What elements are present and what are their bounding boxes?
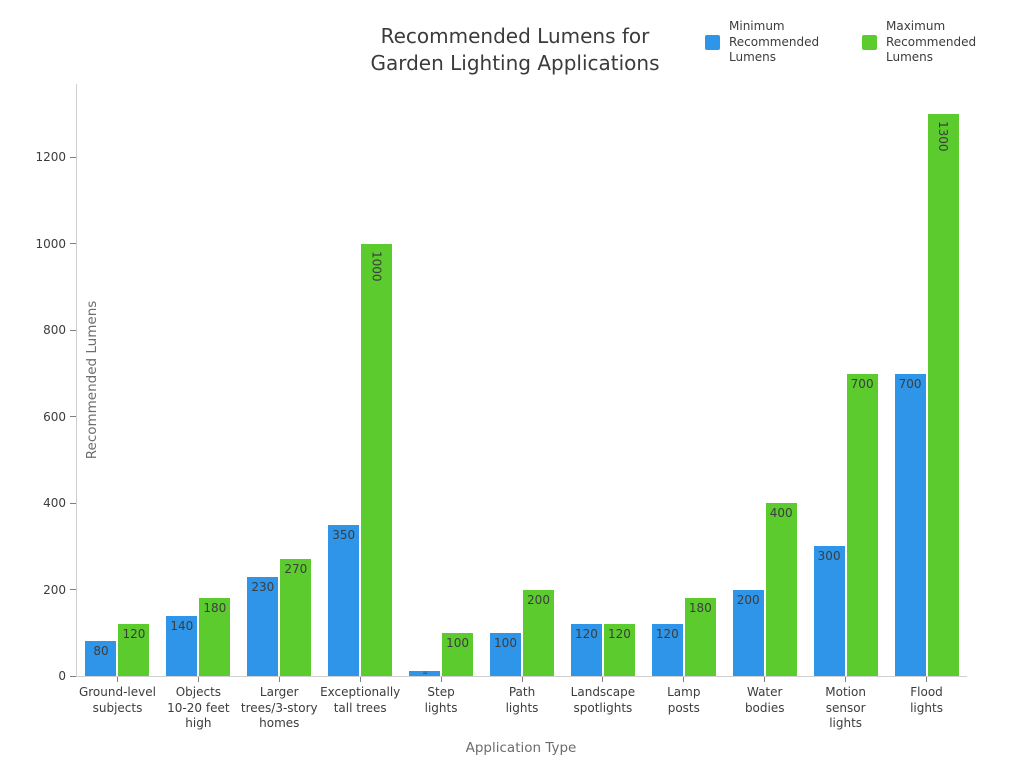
y-tick-mark (70, 243, 76, 245)
bar-minimum: 120 (651, 624, 683, 676)
bar-value-label: 270 (284, 562, 308, 576)
y-tick-label: 200 (43, 582, 66, 597)
bar-value-label: 700 (850, 377, 874, 391)
bar-value-label: 100 (494, 636, 517, 650)
bar-value-label: 350 (332, 528, 356, 542)
x-tick-mark (359, 677, 361, 682)
bar-minimum: 120 (570, 624, 602, 676)
x-tick-mark (926, 677, 928, 682)
bar-maximum: 400 (765, 503, 797, 676)
chart-title: Recommended Lumens for Garden Lighting A… (370, 24, 660, 75)
bar-value-label: 300 (817, 549, 841, 563)
bar-minimum: 200 (732, 590, 764, 676)
bar-maximum: 1000 (361, 244, 393, 676)
x-tick-label: Path lights (505, 685, 539, 715)
plot-area: Recommended Lumens 0 200 400 600 800 1000 1200… (35, 84, 967, 730)
y-tick-label: 800 (43, 323, 66, 338)
x-tick-label: Flood lights (910, 685, 943, 715)
x-tick-mark (845, 677, 847, 682)
bar-value-label: 200 (527, 593, 550, 607)
x-tick-mark (764, 677, 766, 682)
x-tick-mark (116, 677, 118, 682)
bar-value-label: 100 (446, 636, 470, 650)
bar-maximum: 270 (280, 559, 312, 676)
x-tick-label: Water bodies (744, 685, 785, 715)
bar-maximum: 120 (118, 624, 150, 676)
bar-maximum: 100 (442, 633, 474, 676)
bar-value-label: 180 (688, 601, 712, 615)
bar-maximum: 700 (846, 374, 878, 676)
y-tick-label: 1000 (35, 236, 66, 251)
y-tick-label: 1200 (35, 150, 66, 165)
bar-minimum: 12 (409, 671, 441, 676)
bar-value-label: 200 (736, 593, 760, 607)
legend-item-label: Maximum Recommended Lumens (886, 19, 977, 64)
bar-maximum: 1300 (927, 114, 959, 676)
x-tick-label: Ground-level subjects (78, 685, 156, 715)
x-tick-mark (278, 677, 280, 682)
bar-value-label: 120 (655, 627, 679, 641)
y-tick-label: 400 (43, 496, 66, 511)
bar-minimum: 100 (490, 633, 521, 676)
x-tick-mark (440, 677, 442, 682)
y-tick-label: 0 (58, 669, 66, 683)
bar-value-label: 700 (898, 377, 922, 391)
bar-minimum: 350 (328, 525, 360, 676)
y-tick-mark (70, 156, 76, 158)
bar-value-label: 1300 (936, 121, 951, 152)
y-tick-mark (70, 329, 76, 331)
x-tick-mark (683, 677, 685, 682)
x-tick-label: Step lights (424, 685, 458, 715)
bar-value-label: 140 (170, 619, 194, 633)
y-axis-title-text: Recommended Lumens (84, 300, 100, 460)
bar-value-label: 400 (769, 506, 793, 520)
y-tick-mark (70, 502, 76, 504)
bar-maximum: 200 (523, 590, 554, 676)
bar-maximum: 180 (684, 598, 716, 676)
legend-item-maximum[interactable]: Maximum Recommended Lumens (862, 19, 991, 66)
bar-value-label: 230 (251, 580, 275, 594)
legend-swatch-minimum-icon (705, 34, 720, 50)
bar-value-label: 120 (607, 627, 631, 641)
x-axis-title: Application Type (465, 740, 577, 756)
x-tick-mark (521, 677, 523, 682)
bar-value-label: 12 (422, 671, 427, 676)
x-tick-mark (602, 677, 604, 682)
bar-minimum: 230 (247, 577, 279, 676)
y-tick-mark (70, 675, 76, 677)
legend-swatch-maximum-icon (862, 34, 877, 50)
legend: Minimum Recommended Lumens Maximum Recom… (705, 19, 991, 66)
bar-value-label: 80 (93, 644, 109, 658)
bar-minimum: 300 (813, 546, 845, 676)
bar-minimum: 80 (85, 641, 117, 676)
bar-maximum: 120 (603, 624, 635, 676)
bar-value-label: 120 (574, 627, 598, 641)
bar-value-label: 180 (203, 601, 227, 615)
y-tick-label: 600 (43, 409, 66, 424)
y-tick-mark (70, 589, 76, 591)
x-tick-label: Objects 10-20 feet high (167, 685, 230, 730)
legend-item-label: Minimum Recommended Lumens (729, 19, 820, 64)
bar-minimum: 700 (894, 374, 926, 676)
bar-value-label: 1000 (369, 251, 384, 282)
x-tick-label: Exceptionally tall trees (320, 685, 401, 715)
x-tick-label: Larger trees/3-story homes (240, 685, 318, 730)
x-tick-label: Lamp posts (667, 685, 701, 715)
legend-item-minimum[interactable]: Minimum Recommended Lumens (705, 19, 834, 66)
x-tick-label: Motion sensor lights (825, 685, 866, 730)
y-tick-mark (70, 416, 76, 418)
bar-maximum: 180 (199, 598, 231, 676)
bar-value-label: 120 (122, 627, 146, 641)
x-tick-mark (197, 677, 199, 682)
bar-minimum: 140 (166, 616, 198, 676)
x-tick-label: Landscape spotlights (570, 685, 636, 715)
